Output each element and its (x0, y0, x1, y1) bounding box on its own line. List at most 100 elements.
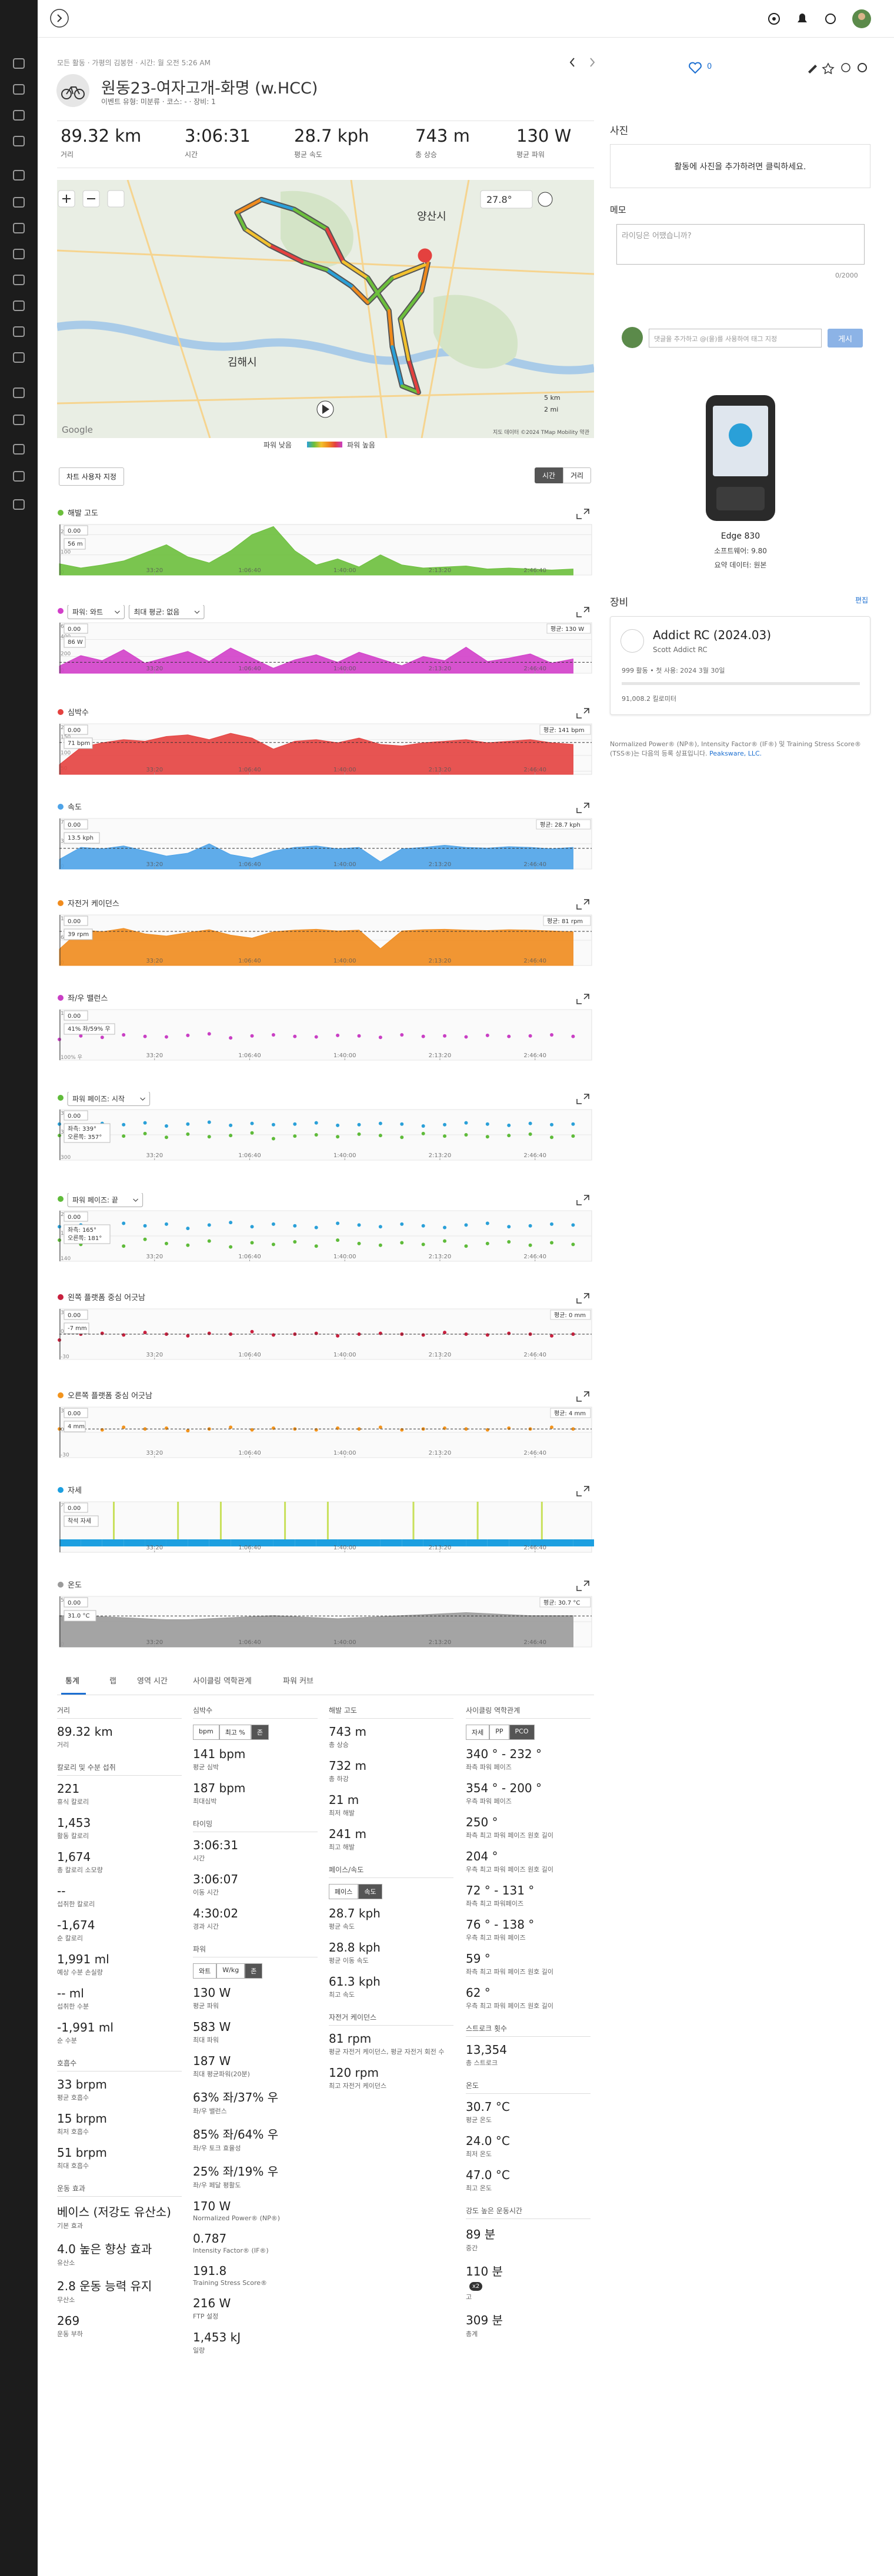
stat-value: -1,674 (57, 1918, 95, 1932)
y-tick-label: 300 (61, 1155, 71, 1161)
toggle-button[interactable]: 존 (245, 1963, 263, 1979)
series-point (571, 1134, 575, 1138)
stats-section: 해발 고도 743 m 총 상승 732 m 총 하강 21 m 최저 해발 241 m 최고 … (329, 1705, 453, 1852)
posture-bar (81, 1539, 102, 1546)
stat-label: 운동 부하 (57, 2330, 83, 2338)
average-label: 평균: 130 W (551, 626, 584, 633)
stat-label: 무산소 (57, 2296, 75, 2304)
map-green (433, 295, 518, 369)
series-point (271, 1137, 275, 1141)
toggle-button[interactable]: 존 (251, 1725, 269, 1740)
series-area (59, 646, 573, 674)
section-title: 사이클링 역학관계 (466, 1705, 591, 1719)
chart-dot (58, 608, 64, 614)
cursor-time: 0.00 (68, 1600, 81, 1606)
activity-title[interactable]: 원동23-여자고개-화명 (w.HCC) (101, 79, 318, 98)
chart-dropdown[interactable] (128, 605, 205, 619)
comment-input[interactable]: 댓글을 추가하고 @(을)를 사용하여 태그 지정 (649, 329, 822, 348)
chart-dropdown[interactable] (67, 1092, 151, 1106)
gear-name[interactable]: Addict RC (2024.03) (653, 628, 772, 642)
toggle-button[interactable]: 최고 % (219, 1725, 251, 1740)
customize-charts-button[interactable]: 차트 사용자 지정 (59, 467, 124, 486)
stat-item: -- 섭취한 칼로리 (57, 1884, 182, 1909)
toggle-button[interactable]: 자세 (466, 1725, 490, 1740)
stats-tab[interactable]: 사이클링 역학관계 (193, 1677, 252, 1686)
cursor-time: 0.00 (68, 1411, 81, 1417)
x-tick-label: 1:06:40 (238, 767, 261, 773)
back-button[interactable] (49, 8, 69, 28)
breadcrumb[interactable]: 모든 활동 · 가평의 김봉현 · 시간: 월 오전 5:26 AM (57, 59, 211, 67)
stats-tab[interactable]: 파워 커브 (283, 1677, 313, 1686)
toggle-button[interactable]: 페이스 (329, 1884, 359, 1899)
photos-button[interactable]: 활동에 사진을 추가하려면 클릭하세요. (610, 144, 870, 188)
stat-value: 28.8 kph (329, 1940, 381, 1954)
x-tick-label: 2:13:20 (429, 1053, 452, 1059)
chart-dropdown[interactable] (67, 1193, 144, 1207)
series-point (293, 1034, 297, 1038)
footnote-link[interactable]: Peaksware, LLC. (709, 750, 762, 757)
summary-value: 743 m (415, 126, 470, 146)
series-point (314, 1331, 318, 1335)
x-tick-label: 2:13:20 (429, 958, 452, 964)
gear-edit[interactable]: 편집 (855, 596, 869, 604)
cursor-value-box (64, 1123, 111, 1143)
stats-column: 해발 고도 743 m 총 상승 732 m 총 하강 21 m 최저 해발 241 m 최고 … (329, 1705, 453, 2100)
activity-chart: 온도0255033:201:06:401:40:002:13:202:46:40… (58, 1581, 592, 1648)
x-tick-label: 2:46:40 (523, 767, 546, 773)
toggle-button[interactable]: PP (489, 1725, 509, 1740)
stat-label: 일량 (193, 2347, 205, 2354)
top-icons[interactable] (765, 8, 882, 29)
like-icon[interactable] (688, 61, 702, 74)
notes-input[interactable]: 라이딩은 어땠습니까? (616, 224, 865, 265)
toggle-button[interactable]: W/kg (216, 1963, 245, 1979)
sidebar-icons[interactable] (0, 47, 38, 576)
series-point (421, 1034, 425, 1038)
stat-label: 좌/우 페달 평활도 (193, 2181, 241, 2189)
stats-tab[interactable]: 영역 시간 (137, 1677, 168, 1686)
route-segment (391, 345, 404, 387)
map-city: 김해시 (228, 356, 257, 369)
cursor-time-box (64, 1110, 88, 1121)
series-point (250, 1329, 254, 1334)
toggle-time[interactable]: 시간 (535, 467, 563, 483)
route-segment (235, 198, 263, 215)
y-tick-label: -30 (61, 1354, 69, 1360)
map-temperature: 27.8° (486, 194, 512, 205)
stat-label: 평균 심박 (193, 1763, 219, 1771)
pager[interactable] (568, 55, 598, 69)
toggle-button[interactable]: 와트 (193, 1963, 217, 1979)
x-tick-label: 2:46:40 (523, 567, 546, 574)
stats-tab[interactable]: 랩 (109, 1677, 116, 1686)
map-logo: Google (62, 425, 93, 435)
toggle-button[interactable]: bpm (193, 1725, 219, 1740)
stats-tab[interactable]: 통계 (65, 1677, 79, 1686)
chart-title: 심박수 (68, 709, 89, 717)
comment-button[interactable]: 게시 (828, 329, 863, 348)
toggle-button[interactable]: PCO (509, 1725, 535, 1740)
x-tick-label: 33:20 (146, 767, 163, 773)
x-tick-label: 1:06:40 (238, 861, 261, 868)
x-tick-label: 2:46:40 (523, 1545, 546, 1551)
stat-label: 최대심박 (193, 1797, 217, 1805)
stat-value: 3:06:31 (193, 1838, 239, 1852)
posture-standing (412, 1502, 415, 1539)
series-point (549, 1033, 553, 1037)
series-point (207, 1239, 211, 1243)
stat-label: 유산소 (57, 2259, 75, 2267)
action-icons[interactable] (806, 61, 870, 74)
posture-bar (466, 1539, 488, 1546)
stat-value: 269 (57, 2314, 80, 2328)
series-point (58, 1225, 61, 1229)
series-point (443, 1122, 447, 1127)
x-tick-label: 1:40:00 (333, 567, 356, 574)
x-tick-label: 33:20 (146, 1152, 163, 1159)
stat-value: 141 bpm (193, 1747, 246, 1761)
notes-title: 메모 (610, 205, 626, 215)
series-point (122, 1122, 126, 1127)
activity-chart: 심박수5010015020033:201:06:401:40:002:13:20… (58, 708, 592, 775)
toggle-distance[interactable]: 거리 (563, 467, 591, 483)
toggle-button[interactable]: 속도 (358, 1884, 382, 1899)
stat-label: 섭취한 칼로리 (57, 1900, 95, 1908)
chart-dropdown[interactable] (67, 605, 125, 619)
